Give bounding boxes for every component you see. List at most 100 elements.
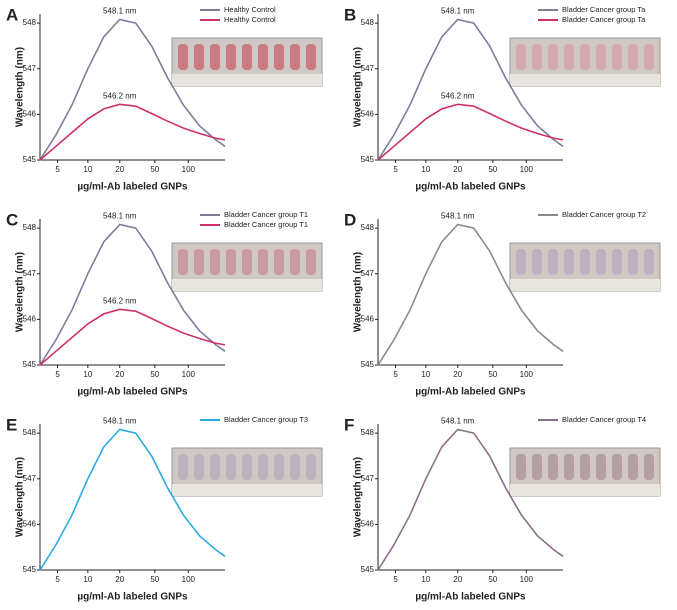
tube: [258, 249, 268, 275]
y-tick-label: 545: [23, 360, 37, 369]
tube: [306, 454, 316, 480]
tube: [628, 454, 638, 480]
panel-label: D: [344, 210, 356, 229]
y-tick-label: 545: [361, 360, 375, 369]
legend-label: Bladder Cancer group T3: [224, 415, 308, 424]
tube: [210, 44, 220, 70]
tube: [532, 44, 542, 70]
panel: D 545 546 547 548 5 10 20 50 100 µg/ml-Ab labeled …: [344, 210, 661, 398]
x-tick-label: 5: [393, 575, 398, 584]
photo-label: [172, 279, 322, 291]
y-tick-label: 545: [23, 565, 37, 574]
tube: [242, 44, 252, 70]
x-axis-label: µg/ml-Ab labeled GNPs: [77, 182, 188, 193]
photo-label: [510, 279, 660, 291]
legend-label: Bladder Cancer group Ta: [562, 5, 646, 14]
tube: [532, 249, 542, 275]
panel-label: E: [6, 415, 17, 434]
x-tick-label: 5: [55, 165, 60, 174]
panel: A 545 546 547 548 5 10 20 50 100 µg/ml-Ab labeled …: [6, 5, 323, 193]
tube: [596, 249, 606, 275]
photo-label: [510, 484, 660, 496]
y-tick-label: 546: [23, 109, 37, 118]
panel: F 545 546 547 548 5 10 20 50 100 µg/ml-Ab labeled …: [344, 415, 661, 603]
tube: [532, 454, 542, 480]
tube: [274, 44, 284, 70]
x-axis-label: µg/ml-Ab labeled GNPs: [77, 387, 188, 398]
tube: [596, 454, 606, 480]
x-tick-label: 50: [488, 165, 497, 174]
annotation: 546.2 nm: [441, 91, 475, 100]
tube: [644, 249, 654, 275]
y-axis-label: Wavelength (nm): [353, 47, 364, 127]
tube: [258, 44, 268, 70]
x-tick-label: 5: [393, 165, 398, 174]
legend-label: Bladder Cancer group T1: [224, 220, 308, 229]
data-line: [39, 18, 226, 161]
tube: [548, 454, 558, 480]
annotation: 548.1 nm: [103, 212, 137, 221]
panel: B 545 546 547 548 5 10 20 50 100 µg/ml-Ab labeled …: [344, 5, 661, 193]
tube: [580, 454, 590, 480]
data-line: [39, 103, 226, 161]
x-tick-label: 5: [393, 370, 398, 379]
y-tick-label: 547: [23, 64, 37, 73]
data-line: [377, 223, 564, 366]
tube: [516, 454, 526, 480]
tube: [516, 44, 526, 70]
y-tick-label: 545: [361, 565, 375, 574]
x-tick-label: 10: [421, 370, 430, 379]
tube: [178, 249, 188, 275]
y-tick-label: 546: [361, 519, 375, 528]
y-axis-label: Wavelength (nm): [15, 47, 26, 127]
tube: [210, 249, 220, 275]
tube: [306, 249, 316, 275]
panel-label: A: [6, 5, 18, 24]
tube: [580, 44, 590, 70]
tube: [564, 454, 574, 480]
tube: [306, 44, 316, 70]
x-tick-label: 100: [182, 575, 196, 584]
tube: [612, 44, 622, 70]
x-tick-label: 100: [520, 165, 534, 174]
tube: [194, 44, 204, 70]
y-tick-label: 548: [361, 18, 375, 27]
photo: [509, 447, 661, 497]
photo: [509, 37, 661, 87]
annotation: 548.1 nm: [441, 417, 475, 426]
data-line: [39, 308, 226, 366]
x-tick-label: 50: [488, 370, 497, 379]
tube: [290, 454, 300, 480]
annotation: 548.1 nm: [103, 7, 137, 16]
y-tick-label: 548: [23, 428, 37, 437]
y-tick-label: 546: [23, 314, 37, 323]
x-tick-label: 100: [182, 370, 196, 379]
legend-label: Bladder Cancer group T4: [562, 415, 646, 424]
tube: [548, 44, 558, 70]
photo-label: [172, 74, 322, 86]
tube: [644, 44, 654, 70]
x-axis-label: µg/ml-Ab labeled GNPs: [415, 387, 526, 398]
panel: C 545 546 547 548 5 10 20 50 100 µg/ml-Ab labeled …: [6, 210, 323, 398]
x-tick-label: 20: [115, 575, 124, 584]
tube: [612, 454, 622, 480]
tube: [242, 249, 252, 275]
photo: [171, 37, 323, 87]
x-axis-label: µg/ml-Ab labeled GNPs: [77, 592, 188, 603]
y-axis-label: Wavelength (nm): [15, 457, 26, 537]
tube: [548, 249, 558, 275]
annotation: 546.2 nm: [103, 91, 137, 100]
x-tick-label: 50: [488, 575, 497, 584]
x-tick-label: 100: [520, 370, 534, 379]
photo: [171, 447, 323, 497]
y-tick-label: 548: [23, 223, 37, 232]
tube: [226, 249, 236, 275]
legend-label: Healthy Control: [224, 5, 276, 14]
panel: E 545 546 547 548 5 10 20 50 100 µg/ml-Ab labeled …: [6, 415, 323, 603]
x-tick-label: 5: [55, 370, 60, 379]
tube: [516, 249, 526, 275]
x-tick-label: 10: [421, 575, 430, 584]
x-tick-label: 20: [453, 165, 462, 174]
x-tick-label: 5: [55, 575, 60, 584]
tube: [580, 249, 590, 275]
